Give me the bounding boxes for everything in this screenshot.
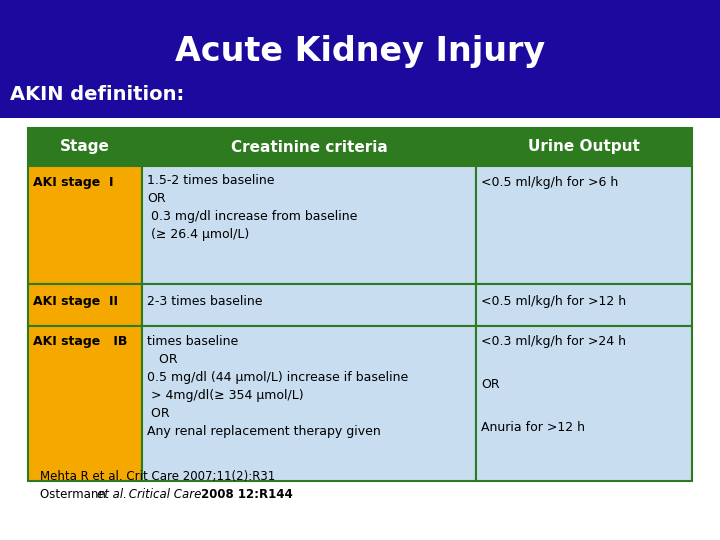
Bar (143, 284, 476, 326)
Bar (143, 326, 476, 481)
Bar (28, 326, 143, 481)
Text: <0.3 ml/kg/h for >24 h

OR

Anuria for >12 h: <0.3 ml/kg/h for >24 h OR Anuria for >12… (481, 335, 626, 434)
Text: AKI stage  II: AKI stage II (33, 295, 118, 308)
Bar (28, 128, 143, 166)
Bar (476, 128, 692, 166)
Text: <0.5 ml/kg/h for >6 h: <0.5 ml/kg/h for >6 h (481, 176, 618, 189)
Text: 1.5-2 times baseline
OR
 0.3 mg/dl increase from baseline
 (≥ 26.4 μmol/L): 1.5-2 times baseline OR 0.3 mg/dl increa… (147, 174, 358, 241)
Bar (143, 166, 476, 284)
Text: Mehta R et al. Crit Care 2007;11(2):R31: Mehta R et al. Crit Care 2007;11(2):R31 (40, 470, 275, 483)
Bar (28, 166, 143, 284)
Text: OR
0.5 mg/dl (44 μmol/L) increase if baseline
 > 4mg/dl(≥ 354 μmol/L)
 OR
Any re: OR 0.5 mg/dl (44 μmol/L) increase if bas… (147, 353, 408, 438)
Text: 2008 12:R144: 2008 12:R144 (197, 488, 293, 501)
Bar (476, 166, 692, 284)
Text: <0.5 ml/kg/h for >12 h: <0.5 ml/kg/h for >12 h (481, 295, 626, 308)
Text: Creatinine criteria: Creatinine criteria (231, 139, 387, 154)
Bar (0, 0, 720, 118)
Text: AKIN definition:: AKIN definition: (10, 85, 184, 105)
Bar (28, 284, 143, 326)
Bar (143, 128, 476, 166)
Text: Stage: Stage (60, 139, 110, 154)
Bar (476, 284, 692, 326)
Text: 2-3 times baseline: 2-3 times baseline (147, 295, 263, 308)
Text: Ostermann: Ostermann (40, 488, 109, 501)
Text: Urine Output: Urine Output (528, 139, 640, 154)
Text: AKI stage  I: AKI stage I (33, 176, 114, 189)
Text: times baseline: times baseline (147, 335, 238, 348)
Text: AKI stage   IB: AKI stage IB (33, 335, 127, 348)
Text: et al.: et al. (97, 488, 127, 501)
Text: Acute Kidney Injury: Acute Kidney Injury (175, 36, 545, 69)
Text: Critical Care: Critical Care (125, 488, 202, 501)
Bar (476, 326, 692, 481)
